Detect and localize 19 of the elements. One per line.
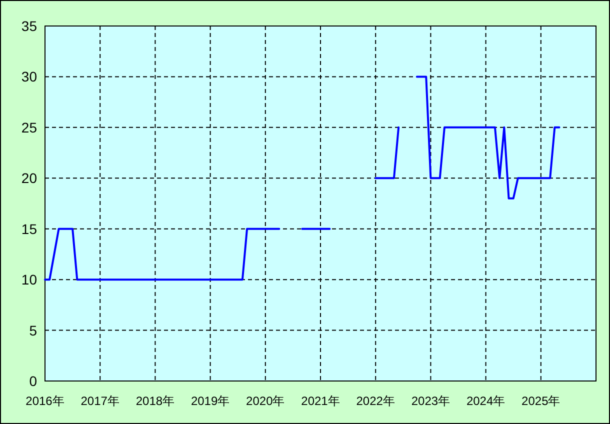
x-tick-label: 2024年: [466, 394, 506, 408]
x-tick-label: 2018年: [136, 394, 175, 408]
y-tick-label: 20: [21, 170, 38, 186]
y-tick-label: 15: [21, 220, 38, 237]
y-tick-label: 5: [29, 322, 38, 338]
x-tick-label: 2016年: [26, 394, 64, 408]
x-tick-label: 2025年: [522, 394, 560, 408]
y-tick-label: 10: [21, 272, 38, 288]
x-tick-label: 2020年: [246, 394, 285, 408]
x-tick-label: 2023年: [411, 394, 450, 408]
y-tick-label: 30: [21, 68, 38, 85]
x-tick-label: 2022年: [356, 394, 395, 408]
x-tick-label: 2019年: [190, 394, 230, 408]
x-tick-label: 2017年: [80, 394, 120, 408]
y-tick-label: 25: [21, 119, 38, 136]
x-tick-label: 2021年: [301, 394, 340, 408]
y-tick-label: 35: [21, 18, 38, 34]
line-series: [416, 76, 560, 200]
y-tick-label: 0: [29, 373, 38, 389]
